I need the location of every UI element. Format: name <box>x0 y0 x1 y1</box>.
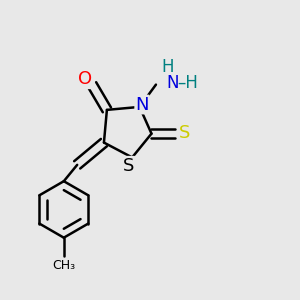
Text: O: O <box>77 70 92 88</box>
Text: N: N <box>166 74 179 92</box>
Text: CH₃: CH₃ <box>52 259 75 272</box>
Text: H: H <box>161 58 173 76</box>
Text: N: N <box>135 95 149 113</box>
Text: S: S <box>123 157 134 175</box>
Text: –H: –H <box>178 74 199 92</box>
Text: S: S <box>178 124 190 142</box>
